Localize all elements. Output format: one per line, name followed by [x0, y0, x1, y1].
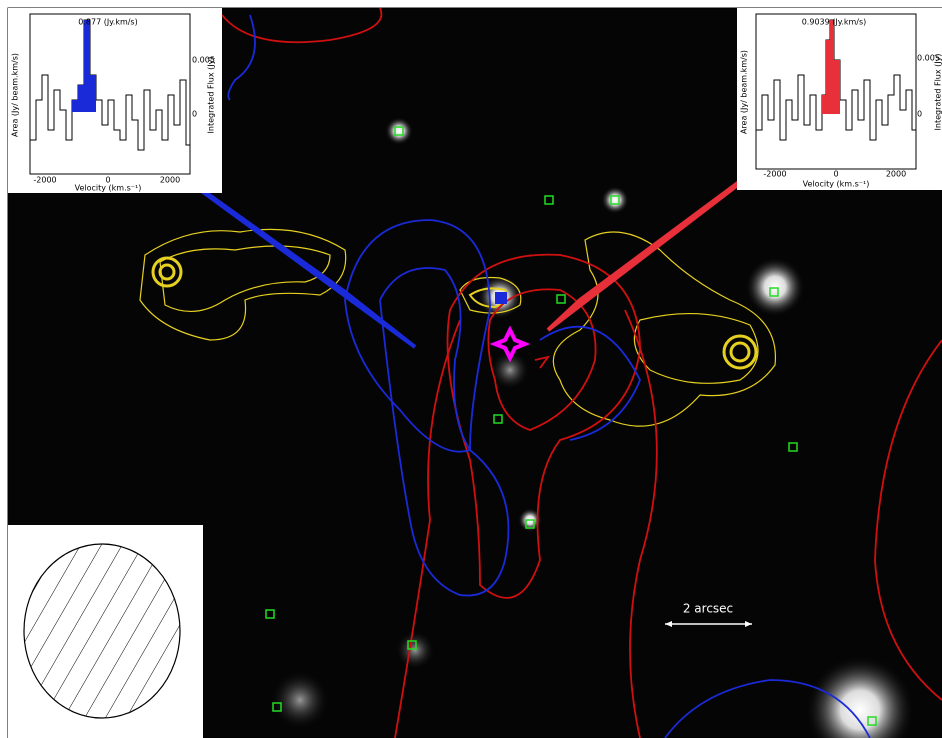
x-tick-label: -2000: [33, 176, 56, 185]
inset-blue: 0.877 (Jy.km/s) Area (Jy/ beam.km/s) Int…: [8, 8, 222, 193]
scale-bar: 2 arcsec: [665, 602, 752, 627]
blue-contours: [227, 14, 871, 738]
y2-label: Integrated Flux (Jy): [934, 54, 942, 131]
sources: [270, 117, 915, 738]
inset-red: 0.9039 (Jy.km/s) Area (Jy/ beam.km/s) In…: [737, 8, 942, 190]
markers: [265, 126, 877, 726]
y-label: Area (Jy/ beam.km/s): [11, 53, 20, 137]
y2-tick-label: 0: [917, 110, 922, 119]
flux-label: 0.9039 (Jy.km/s): [802, 18, 867, 27]
x-tick-label: -2000: [763, 170, 786, 179]
flux-label: 0.877 (Jy.km/s): [78, 18, 137, 27]
x-label: Velocity (km.s⁻¹): [803, 180, 870, 189]
y2-label: Integrated Flux (Jy): [207, 57, 216, 134]
x-tick-label: 0: [105, 176, 110, 185]
x-tick-label: 2000: [160, 176, 180, 185]
y2-tick-label: 0.005: [917, 54, 940, 63]
y-label: Area (Jy/ beam.km/s): [740, 50, 749, 134]
red-contours: [221, 7, 942, 738]
beam-panel: [8, 525, 203, 738]
x-tick-label: 0: [833, 170, 838, 179]
y2-tick-label: 0.005: [192, 56, 215, 65]
scale-label: 2 arcsec: [683, 602, 733, 616]
x-label: Velocity (km.s⁻¹): [75, 184, 142, 193]
x-tick-label: 2000: [886, 170, 906, 179]
y2-tick-label: 0: [192, 110, 197, 119]
